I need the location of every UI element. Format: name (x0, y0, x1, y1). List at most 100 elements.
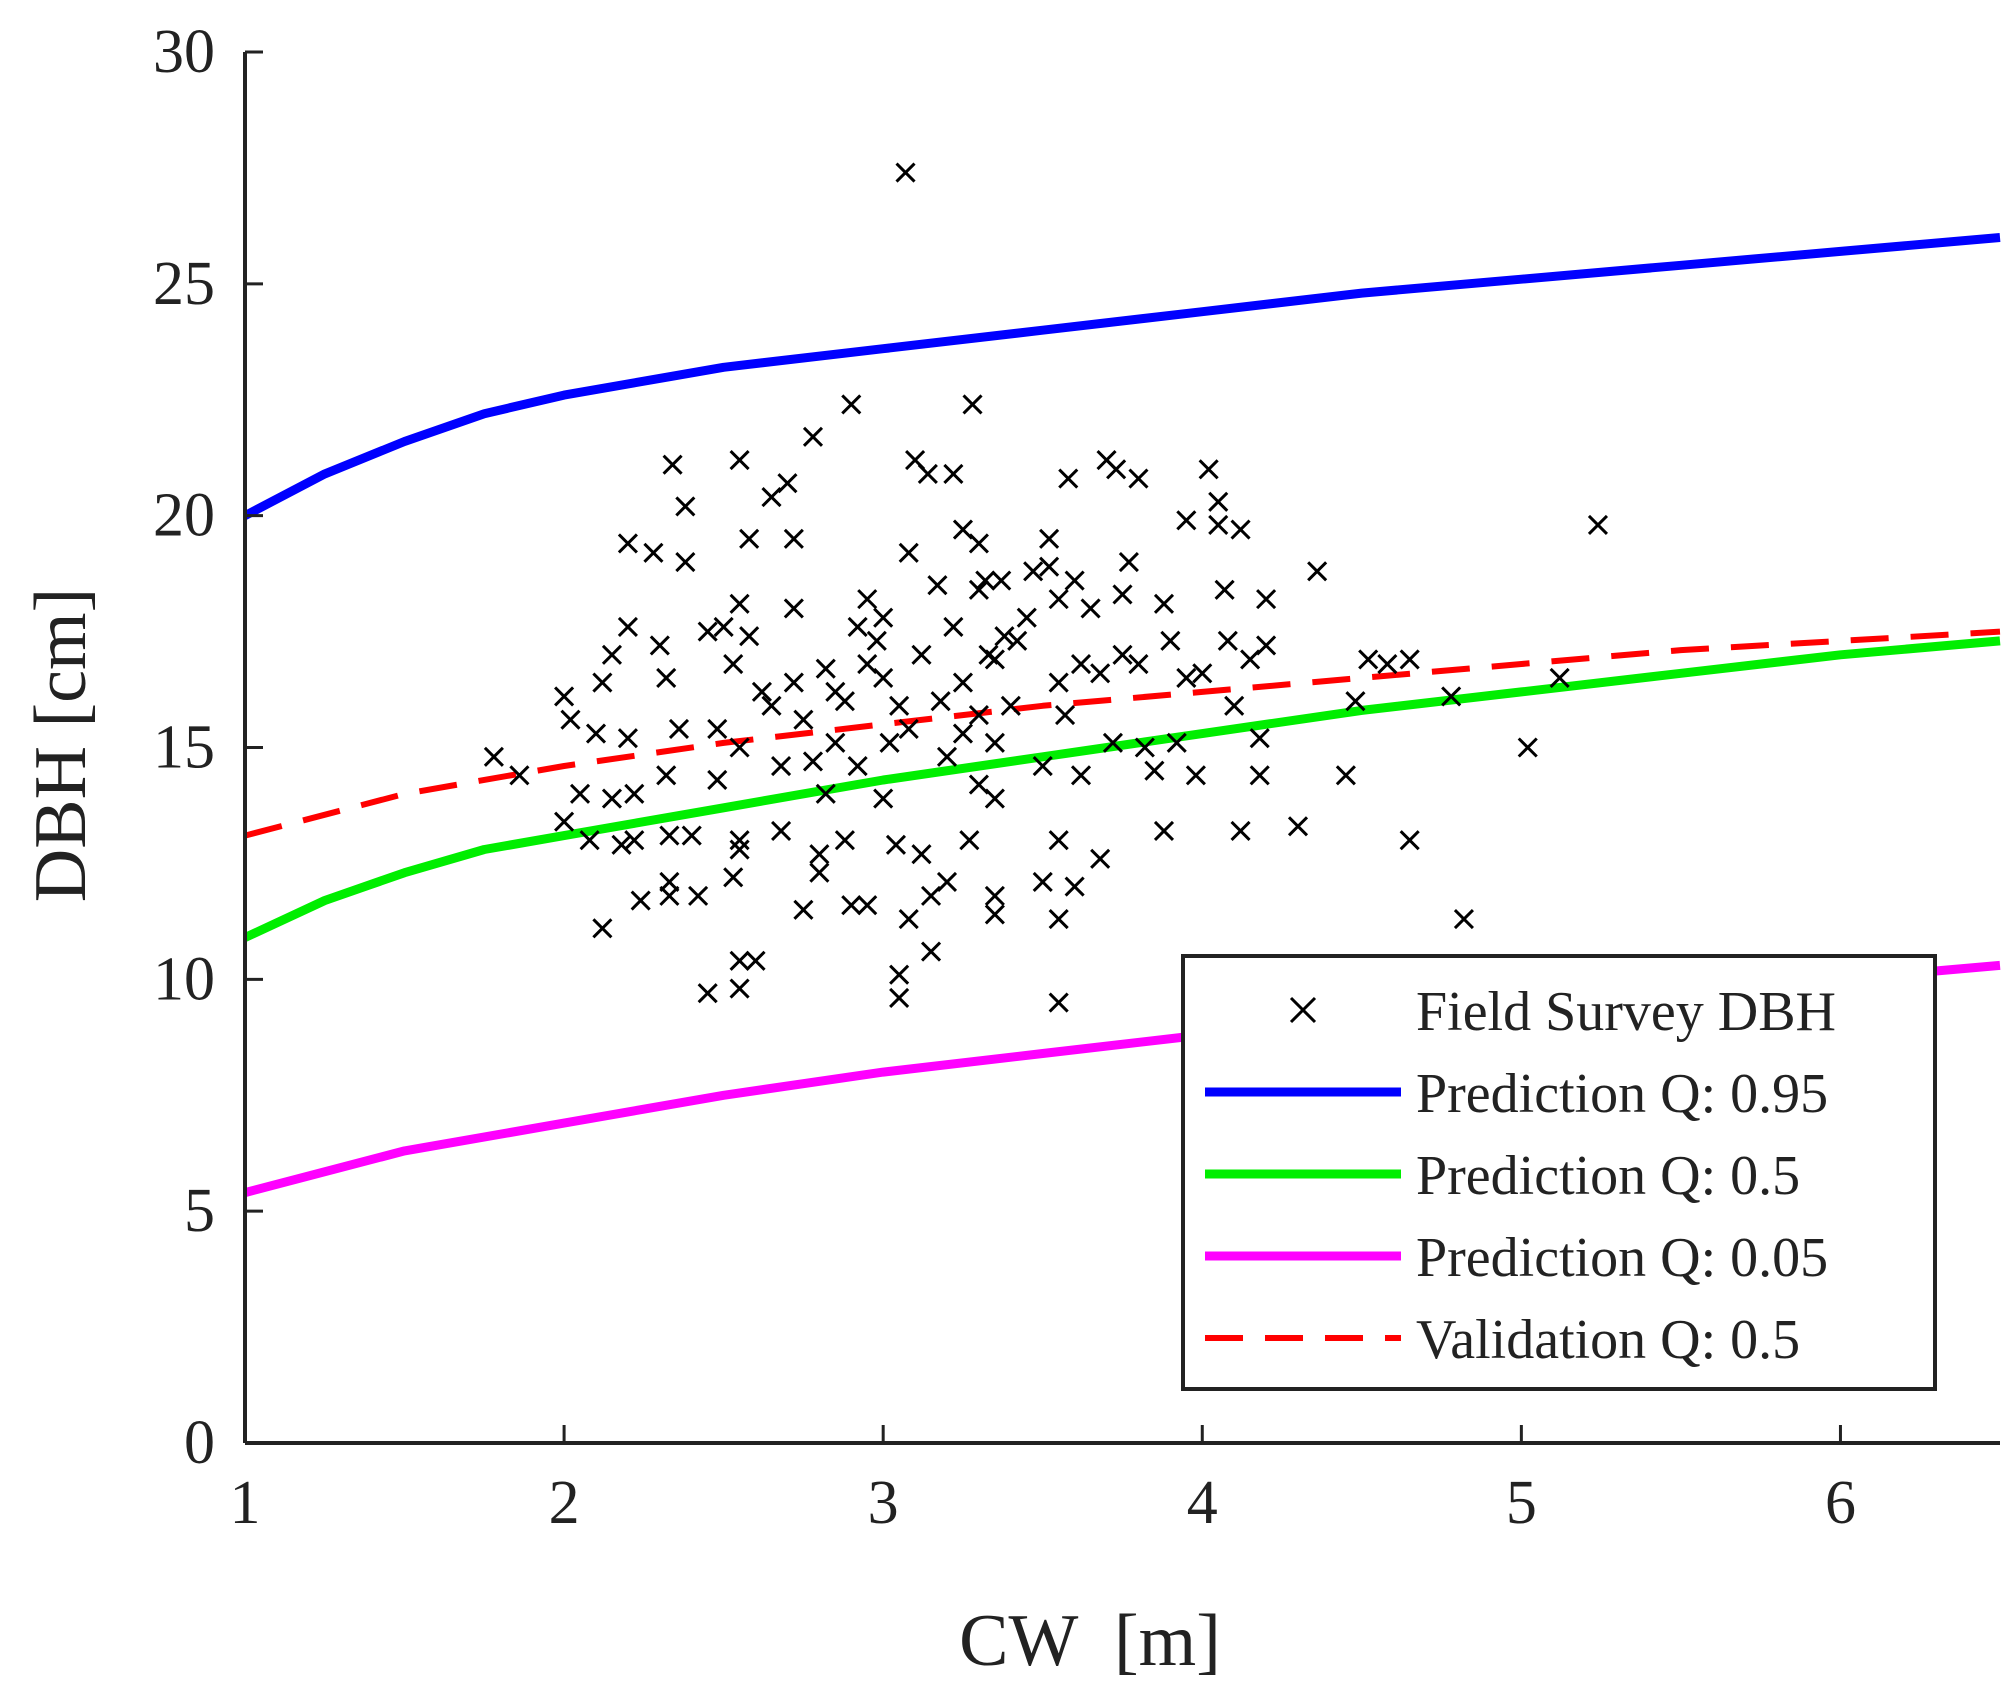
data-point-marker (1307, 561, 1328, 582)
data-point-marker (569, 783, 591, 804)
x-ticks: 1 2 3 4 5 6 (230, 1425, 1856, 1537)
data-point-marker (809, 844, 830, 865)
data-point-marker (1000, 695, 1021, 716)
data-point-marker (802, 751, 824, 772)
data-point-marker (659, 825, 680, 846)
data-point-marker (1208, 514, 1229, 536)
data-point-marker (952, 672, 974, 693)
data-point-marker (560, 709, 581, 730)
data-point-marker (1441, 686, 1462, 707)
data-point-marker (847, 755, 868, 777)
x-tick-label: 2 (549, 1469, 580, 1537)
data-point-marker (1192, 663, 1213, 684)
data-point-marker (1160, 630, 1181, 651)
data-point-marker (1144, 760, 1165, 781)
data-point-marker (656, 765, 677, 786)
data-point-marker (729, 830, 750, 851)
data-point-marker (688, 885, 709, 906)
data-points (483, 162, 1609, 1013)
data-point-marker (834, 830, 855, 851)
data-point-marker (1039, 528, 1060, 549)
data-point-marker (866, 630, 887, 651)
data-point-marker (1287, 816, 1309, 837)
data-point-marker (601, 788, 623, 809)
data-point-marker (1358, 649, 1379, 670)
data-point-marker (630, 890, 651, 911)
data-point-marker (761, 695, 782, 716)
data-point-marker (739, 626, 760, 647)
data-point-marker (809, 862, 830, 883)
series-line-validation-q-0-5 (244, 628, 2001, 839)
data-point-marker (1345, 691, 1366, 712)
data-point-marker (585, 723, 607, 744)
data-point-marker (643, 542, 664, 563)
data-point-marker (1090, 848, 1111, 869)
data-point-marker (624, 830, 645, 851)
data-point-marker (483, 746, 504, 767)
data-point-marker (1249, 728, 1270, 749)
data-point-marker (1007, 630, 1028, 651)
x-axis-title: CW [m] (959, 1600, 1221, 1682)
data-point-marker (1039, 556, 1060, 577)
data-point-marker (783, 672, 804, 693)
data-point-marker (649, 635, 670, 656)
data-point-marker (815, 783, 836, 804)
data-point-marker (1090, 663, 1111, 684)
data-point-marker (793, 709, 814, 730)
y-tick-label: 15 (153, 714, 215, 782)
data-point-marker (1256, 589, 1277, 610)
data-point-marker (697, 983, 718, 1004)
data-point-marker (1134, 737, 1155, 758)
data-point-marker (592, 918, 613, 939)
data-point-marker (729, 950, 750, 971)
data-point-marker (1016, 607, 1037, 628)
data-point-marker (911, 644, 932, 665)
x-tick-label: 4 (1187, 1469, 1218, 1537)
legend-label: Field Survey DBH (1416, 981, 1836, 1043)
data-point-marker (968, 579, 989, 600)
data-point-marker (1070, 653, 1092, 675)
data-point-marker (729, 978, 750, 999)
data-point-marker (1399, 649, 1420, 670)
data-point-marker (617, 728, 638, 749)
data-point-marker (624, 783, 645, 804)
data-point-marker (668, 718, 690, 740)
data-point-marker (857, 589, 878, 610)
y-tick-label: 30 (153, 18, 215, 86)
x-tick-label: 5 (1506, 1469, 1537, 1537)
data-point-marker (601, 644, 623, 665)
data-point-marker (707, 718, 728, 740)
data-point-marker (611, 834, 632, 855)
data-point-marker (1070, 765, 1092, 786)
data-point-marker (729, 737, 750, 758)
legend: Field Survey DBH Prediction Q: 0.95 Predic… (1181, 954, 1937, 1391)
data-point-marker (911, 844, 932, 865)
data-point-marker (1153, 820, 1175, 842)
data-point-marker (579, 830, 600, 851)
y-ticks: 0 5 10 15 20 25 30 (153, 18, 263, 1477)
y-axis-title: DBH [cm] (20, 588, 102, 902)
data-point-marker (1048, 992, 1069, 1013)
series-line-prediction-q-0-5 (243, 636, 2001, 942)
data-point-marker (1153, 593, 1175, 614)
data-point-marker (1399, 830, 1420, 851)
data-point-marker (675, 496, 696, 517)
data-point-marker (1112, 584, 1133, 605)
data-point-marker (723, 653, 744, 675)
data-point-marker (991, 570, 1012, 591)
data-point-marker (592, 672, 613, 693)
data-point-marker (662, 454, 683, 475)
data-point-marker (834, 691, 855, 712)
data-point-marker (952, 723, 974, 744)
data-point-marker (1176, 510, 1197, 531)
data-point-marker (873, 667, 894, 689)
data-point-marker (1118, 551, 1139, 573)
data-point-marker (975, 570, 996, 591)
data-point-marker (1023, 561, 1044, 582)
legend-entry-prediction-q-0-05: Prediction Q: 0.05 (1205, 1227, 1828, 1289)
legend-label: Prediction Q: 0.05 (1416, 1227, 1828, 1289)
data-point-marker (857, 895, 878, 916)
data-point-marker (1335, 765, 1356, 786)
data-point-marker (889, 987, 910, 1008)
